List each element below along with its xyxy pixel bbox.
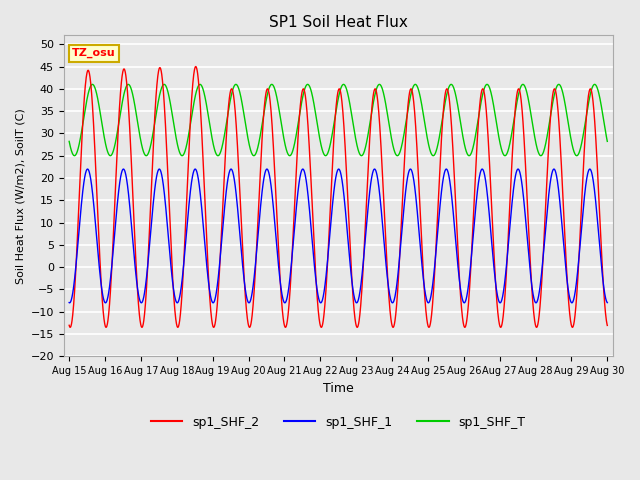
sp1_SHF_1 [271,228,279,234]
sp1_SHF_2 [65,323,73,328]
sp1_SHF_2 [127,142,134,147]
sp1_SHF_T [127,84,134,90]
sp1_SHF_2 [192,64,200,70]
Line: sp1_SHF_T: sp1_SHF_T [69,84,607,156]
sp1_SHF_2 [295,119,303,125]
sp1_SHF_1 [65,300,73,305]
sp1_SHF_T [376,82,383,87]
sp1_SHF_2 [159,78,166,84]
sp1_SHF_1 [604,300,611,305]
sp1_SHF_T [271,89,279,95]
sp1_SHF_T [593,84,601,90]
sp1_SHF_2 [593,159,601,165]
sp1_SHF_T [535,151,543,157]
Title: SP1 Soil Heat Flux: SP1 Soil Heat Flux [269,15,408,30]
Line: sp1_SHF_1: sp1_SHF_1 [69,169,607,303]
sp1_SHF_1 [159,176,166,182]
Y-axis label: Soil Heat Flux (W/m2), SoilT (C): Soil Heat Flux (W/m2), SoilT (C) [15,108,25,284]
sp1_SHF_1 [593,213,601,219]
sp1_SHF_T [604,139,611,144]
sp1_SHF_T [394,153,401,158]
sp1_SHF_1 [295,181,303,187]
Text: TZ_osu: TZ_osu [72,48,116,59]
sp1_SHF_2 [461,324,468,330]
sp1_SHF_2 [535,313,543,319]
sp1_SHF_2 [604,323,611,328]
sp1_SHF_T [65,139,73,144]
Line: sp1_SHF_2: sp1_SHF_2 [69,67,607,327]
sp1_SHF_2 [272,189,280,195]
sp1_SHF_1 [127,212,134,217]
sp1_SHF_1 [353,300,360,306]
sp1_SHF_T [295,116,303,122]
sp1_SHF_1 [335,166,342,172]
X-axis label: Time: Time [323,382,354,395]
sp1_SHF_T [159,83,166,89]
Legend: sp1_SHF_2, sp1_SHF_1, sp1_SHF_T: sp1_SHF_2, sp1_SHF_1, sp1_SHF_T [146,411,531,434]
sp1_SHF_1 [535,290,543,296]
